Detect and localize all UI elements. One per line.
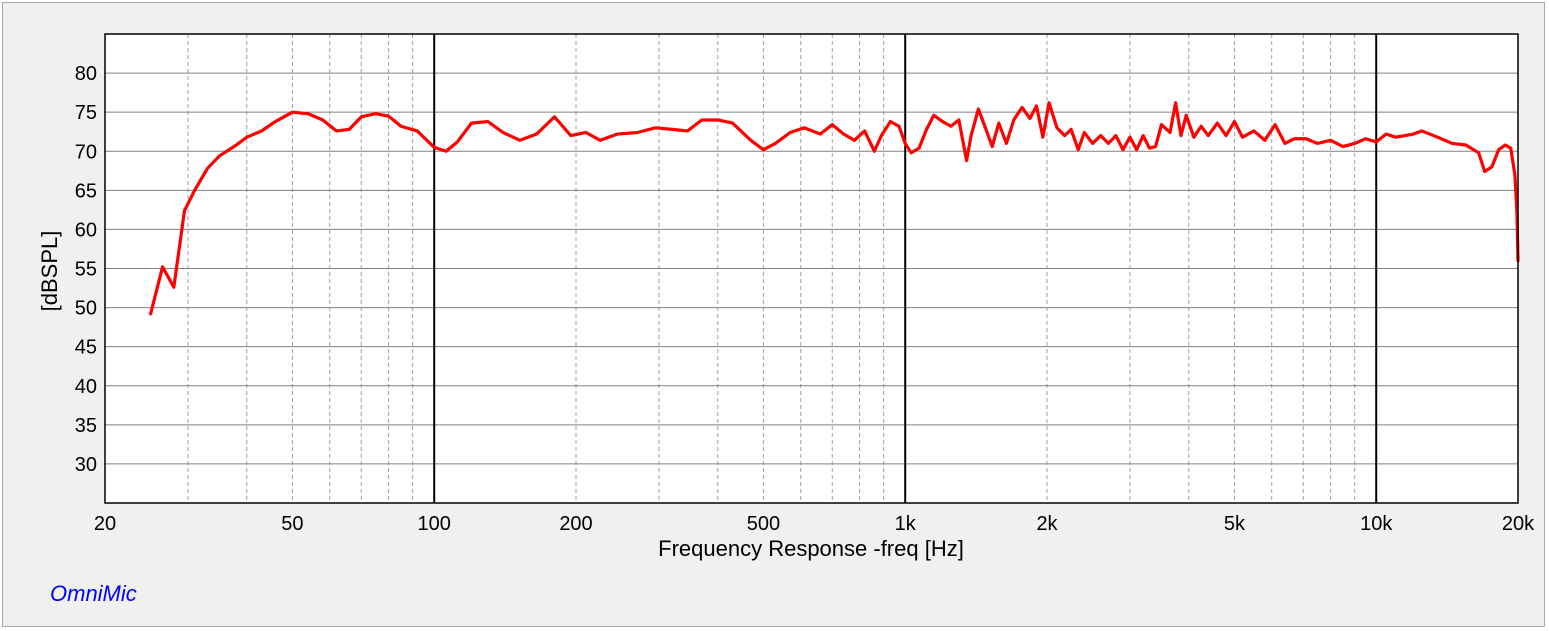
y-axis-title: [dBSPL] bbox=[37, 231, 62, 312]
x-tick-label: 50 bbox=[281, 513, 303, 535]
y-tick-label: 50 bbox=[75, 298, 97, 320]
plot-frame bbox=[104, 33, 1519, 504]
y-tick-label: 75 bbox=[75, 102, 97, 124]
x-tick-label: 1k bbox=[895, 513, 917, 535]
y-tick-label: 80 bbox=[75, 63, 97, 85]
y-tick-label: 55 bbox=[75, 259, 97, 281]
y-tick-labels: 30 35 40 45 50 55 60 65 70 75 80 bbox=[75, 63, 97, 476]
plot-border bbox=[104, 33, 1519, 504]
x-tick-label: 5k bbox=[1224, 513, 1246, 535]
y-tick-label: 45 bbox=[75, 337, 97, 359]
x-tick-labels: 20 50 100 200 500 1k 2k 5k 10k 20k bbox=[94, 513, 1535, 535]
minor-grid bbox=[105, 34, 1518, 503]
x-tick-label: 10k bbox=[1360, 513, 1393, 535]
frequency-response-chart: 20 50 100 200 500 1k 2k 5k 10k 20k 30 35 40 45 50 55 60… bbox=[37, 33, 1535, 561]
x-tick-label: 200 bbox=[559, 513, 592, 535]
series-layer bbox=[149, 101, 1520, 316]
x-axis-title: Frequency Response -freq [Hz] bbox=[658, 536, 964, 561]
omnimic-brand-label: OmniMic bbox=[50, 581, 137, 606]
frequency-response-trace bbox=[149, 101, 1520, 316]
x-tick-label: 500 bbox=[747, 513, 780, 535]
x-tick-label: 20 bbox=[94, 513, 116, 535]
y-tick-label: 35 bbox=[75, 415, 97, 437]
y-tick-label: 30 bbox=[75, 454, 97, 476]
y-tick-label: 65 bbox=[75, 180, 97, 202]
x-tick-label: 2k bbox=[1036, 513, 1058, 535]
y-tick-label: 40 bbox=[75, 376, 97, 398]
x-tick-label: 100 bbox=[418, 513, 451, 535]
x-tick-label: 20k bbox=[1502, 513, 1535, 535]
y-tick-label: 70 bbox=[75, 141, 97, 163]
major-grid bbox=[433, 34, 1378, 503]
y-tick-label: 60 bbox=[75, 219, 97, 241]
